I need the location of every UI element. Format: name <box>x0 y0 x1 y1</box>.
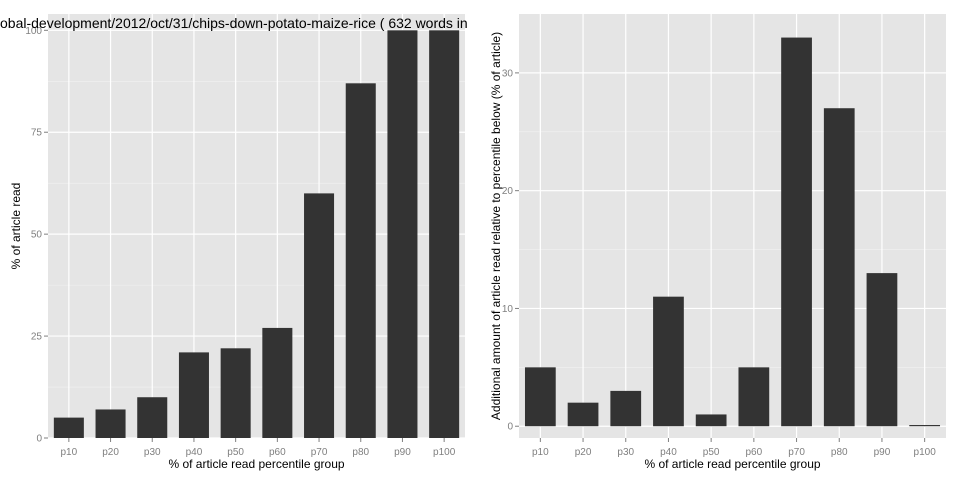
left-x-tick-label: p40 <box>186 447 203 458</box>
right-bar-p20 <box>567 402 599 427</box>
right-x-tick-label: p80 <box>831 447 848 458</box>
left-x-tick-label: p30 <box>144 447 161 458</box>
right-x-tick-label: p30 <box>617 447 634 458</box>
left-x-tick-label: p60 <box>269 447 286 458</box>
left-x-tick-label: p20 <box>102 447 119 458</box>
left-bar-p70 <box>304 193 335 438</box>
right-x-axis-label: % of article read percentile group <box>644 457 820 471</box>
left-y-axis-label: % of article read <box>9 183 23 270</box>
right-bar-p10 <box>524 367 556 427</box>
right-y-axis-label: Additional amount of article read relati… <box>489 32 503 420</box>
right-y-tick-label: 0 <box>507 422 513 433</box>
right-bar-p30 <box>610 390 642 427</box>
right-x-tick-label: p50 <box>703 447 720 458</box>
left-bar-p30 <box>137 397 168 438</box>
right-bar-p40 <box>653 296 684 427</box>
right-bar-p50 <box>695 414 727 427</box>
left-x-tick-label: p80 <box>352 447 369 458</box>
left-bar-p60 <box>262 327 293 438</box>
right-y-tick-label: 30 <box>502 68 514 79</box>
left-x-tick-label: p90 <box>394 447 411 458</box>
left-x-tick-label: p70 <box>311 447 328 458</box>
left-y-tick-label: 50 <box>31 230 43 241</box>
right-bar-p100 <box>909 425 941 427</box>
left-chart-title: obal-development/2012/oct/31/chips-down-… <box>0 15 468 31</box>
left-x-tick-label: p10 <box>61 447 78 458</box>
left-y-tick-label: 100 <box>25 26 42 37</box>
right-x-tick-label: p10 <box>532 447 549 458</box>
right-bar-p60 <box>738 367 770 427</box>
left-bar-p90 <box>387 30 418 439</box>
left-x-tick-label: p50 <box>227 447 244 458</box>
right-y-tick-label: 20 <box>502 186 514 197</box>
right-x-tick-label: p20 <box>575 447 592 458</box>
left-bar-p50 <box>220 348 251 438</box>
right-x-tick-label: p60 <box>746 447 763 458</box>
right-y-tick-label: 10 <box>502 304 514 315</box>
right-x-tick-label: p70 <box>788 447 805 458</box>
left-bar-p20 <box>95 409 126 438</box>
left-bar-p80 <box>345 83 376 439</box>
left-bar-p100 <box>429 30 460 439</box>
right-bar-p90 <box>866 273 898 427</box>
right-x-tick-label: p40 <box>660 447 677 458</box>
right-bar-p70 <box>781 37 812 427</box>
left-y-tick-label: 0 <box>36 434 42 445</box>
left-y-tick-label: 25 <box>31 332 43 343</box>
right-x-tick-label: p90 <box>874 447 891 458</box>
left-bar-p10 <box>53 417 84 438</box>
left-x-axis-label: % of article read percentile group <box>168 457 344 471</box>
left-x-tick-label: p100 <box>433 447 456 458</box>
left-bar-p40 <box>178 352 209 438</box>
right-bar-p80 <box>823 108 855 427</box>
right-x-tick-label: p100 <box>914 447 937 458</box>
left-y-tick-label: 75 <box>31 128 43 139</box>
